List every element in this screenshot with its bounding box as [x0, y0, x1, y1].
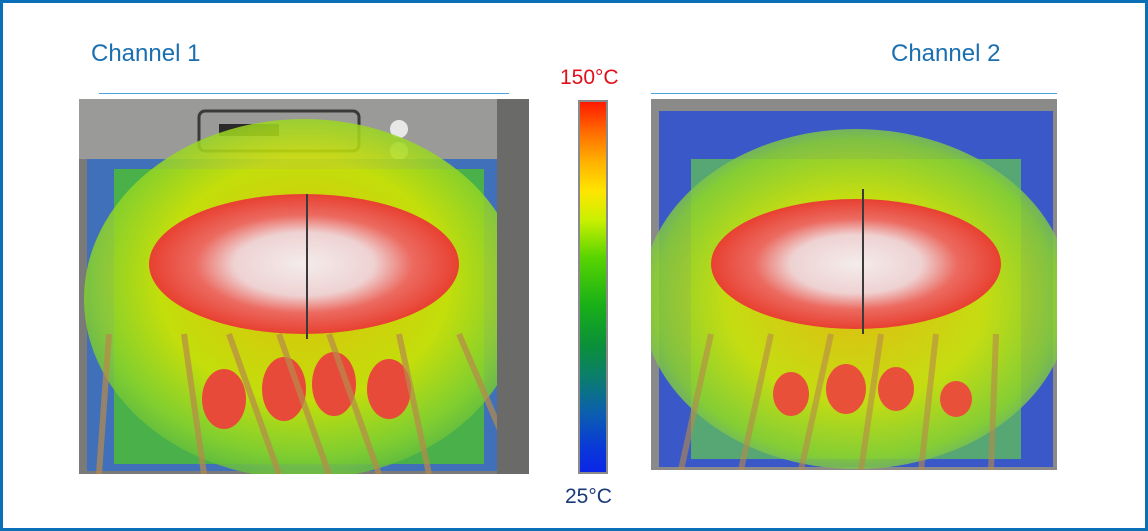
channel-1-thermal-image — [79, 99, 529, 474]
temperature-color-scale — [578, 100, 608, 474]
channel-1-title: Channel 1 — [91, 40, 201, 67]
channel-1-underline — [99, 93, 509, 94]
channel-2-title: Channel 2 — [891, 40, 1001, 67]
scale-min-label: 25°C — [565, 485, 612, 508]
channel-2-thermal-image — [651, 99, 1057, 470]
channel-2-underline — [651, 93, 1057, 94]
scale-max-label: 150°C — [560, 66, 619, 89]
